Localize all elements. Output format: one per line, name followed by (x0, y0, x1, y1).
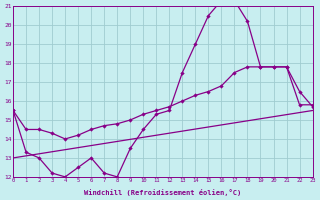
X-axis label: Windchill (Refroidissement éolien,°C): Windchill (Refroidissement éolien,°C) (84, 189, 242, 196)
